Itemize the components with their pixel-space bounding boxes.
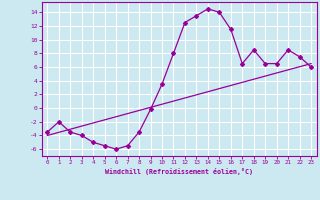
X-axis label: Windchill (Refroidissement éolien,°C): Windchill (Refroidissement éolien,°C) — [105, 168, 253, 175]
